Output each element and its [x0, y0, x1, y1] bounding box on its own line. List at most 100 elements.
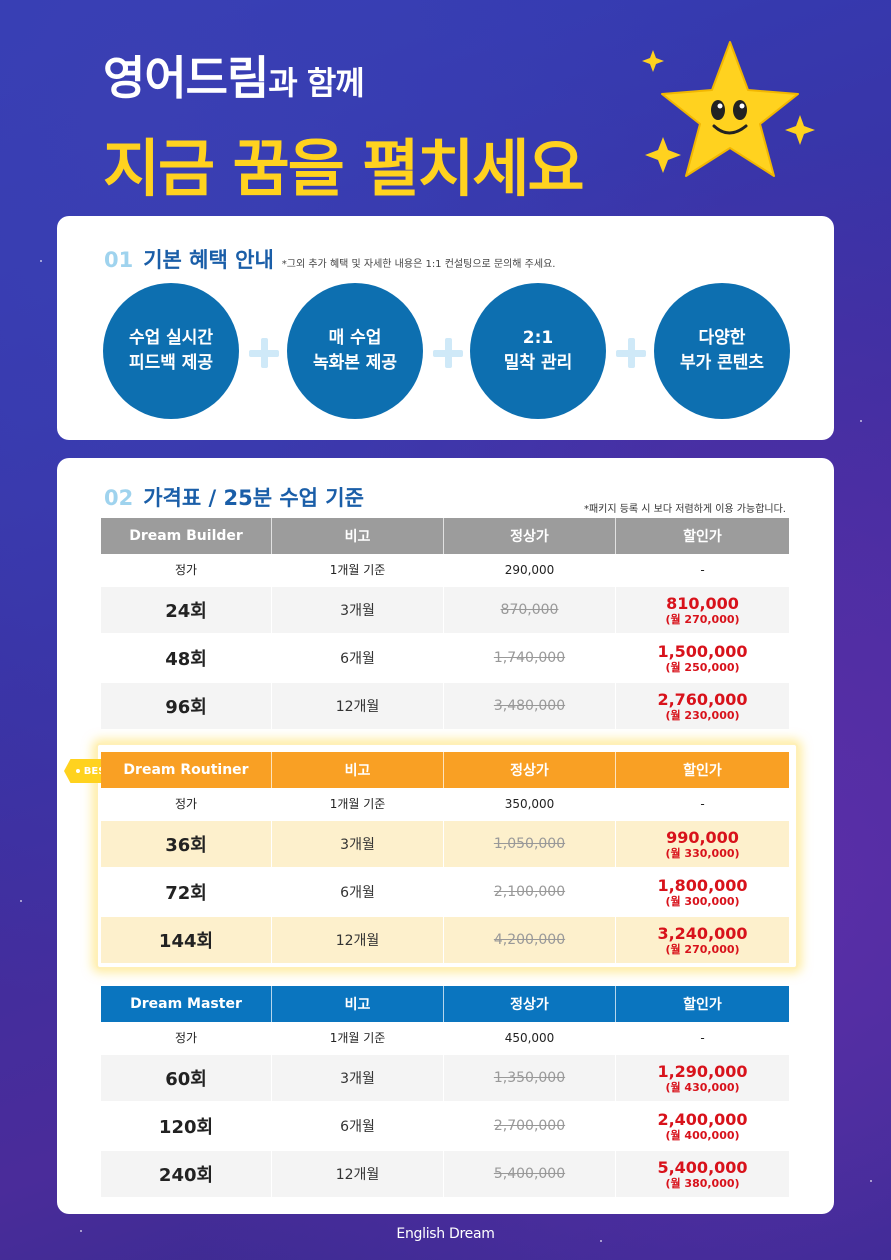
monthly-price: (월 300,000) [665, 894, 740, 908]
table-cell: 4,200,000 [444, 917, 616, 963]
table-cell: 240회 [101, 1151, 272, 1197]
table-cell: 5,400,000 (월 380,000) [616, 1151, 789, 1197]
column-header: 할인가 [683, 997, 722, 1013]
table-cell: 6개월 [272, 635, 444, 681]
column-header: 할인가 [683, 529, 722, 545]
background-star [860, 420, 862, 422]
duration: 6개월 [340, 651, 375, 667]
section-number: 01 [104, 248, 134, 272]
table-cell: 96회 [101, 683, 272, 729]
table-row: 120회 6개월 2,700,000 2,400,000 (월 400,000) [101, 1103, 789, 1149]
session-count: 96회 [165, 697, 207, 718]
session-count: 240회 [158, 1165, 214, 1186]
column-header: 비고 [272, 518, 444, 554]
session-count: 24회 [165, 601, 207, 622]
table-cell: 1개월 기준 [272, 1022, 444, 1053]
table-cell: 1,740,000 [444, 635, 616, 681]
table-header: Dream Routiner 비고 정상가 할인가 [101, 752, 789, 788]
original-price: 870,000 [500, 602, 559, 618]
table-cell: 990,000 (월 330,000) [616, 821, 789, 867]
table-cell: 6개월 [272, 1103, 444, 1149]
discount-price: 810,000 [666, 593, 739, 613]
table-cell: 120회 [101, 1103, 272, 1149]
hero-title-line2: 지금 꿈을 펼치세요 [103, 132, 584, 205]
benefit-circle: 다양한 부가 콘텐츠 [654, 283, 790, 419]
pricing-table: Dream Master 비고 정상가 할인가 정가 1개월 기준 450,000 - 60회 3… [101, 986, 789, 1197]
column-header: 할인가 [683, 763, 722, 779]
table-row: 60회 3개월 1,350,000 1,290,000 (월 430,000) [101, 1055, 789, 1101]
monthly-price: (월 430,000) [665, 1080, 740, 1094]
table-cell: 810,000 (월 270,000) [616, 587, 789, 633]
original-price: 5,400,000 [493, 1166, 566, 1182]
monthly-price: (월 380,000) [665, 1176, 740, 1190]
discount-price: 2,760,000 [657, 689, 748, 709]
original-price: 2,700,000 [493, 1118, 566, 1134]
monthly-price: (월 230,000) [665, 708, 740, 722]
benefit-line: 부가 콘텐츠 [679, 353, 765, 373]
table-row: 144회 12개월 4,200,000 3,240,000 (월 270,000) [101, 917, 789, 963]
table-cell: 정가 [101, 554, 272, 585]
discount-price: 3,240,000 [657, 923, 748, 943]
table-cell: 290,000 [444, 554, 616, 585]
table-cell: 5,400,000 [444, 1151, 616, 1197]
table-cell: 72회 [101, 869, 272, 915]
benefits-card: 01 기본 혜택 안내 *그외 추가 혜택 및 자세한 내용은 1:1 컨설팅으… [57, 216, 834, 440]
table-header: Dream Master 비고 정상가 할인가 [101, 986, 789, 1022]
table-cell: 870,000 [444, 587, 616, 633]
plus-icon [433, 338, 463, 368]
table-cell: 1,290,000 (월 430,000) [616, 1055, 789, 1101]
original-price: 1,050,000 [493, 836, 566, 852]
monthly-price: (월 270,000) [665, 612, 740, 626]
plus-icon [249, 338, 279, 368]
table-row: 96회 12개월 3,480,000 2,760,000 (월 230,000) [101, 683, 789, 729]
table-cell: 3개월 [272, 587, 444, 633]
table-cell: 정가 [101, 788, 272, 819]
benefit-circle: 매 수업 녹화본 제공 [287, 283, 423, 419]
benefit-circle: 2:1 밀착 관리 [470, 283, 606, 419]
duration: 6개월 [340, 885, 375, 901]
plan-name: Dream Master [101, 986, 272, 1022]
column-header: 비고 [272, 986, 444, 1022]
table-cell: 정가 [101, 1022, 272, 1053]
background-star [20, 900, 22, 902]
session-count: 144회 [158, 931, 214, 952]
hero-title-line1: 영어드림과 함께 [103, 42, 365, 108]
table-cell: - [700, 562, 705, 577]
section-note: *그외 추가 혜택 및 자세한 내용은 1:1 컨설팅으로 문의해 주세요. [281, 259, 556, 270]
table-header: Dream Builder 비고 정상가 할인가 [101, 518, 789, 554]
section-number: 02 [104, 486, 134, 510]
table-cell: 36회 [101, 821, 272, 867]
duration: 3개월 [340, 1071, 375, 1087]
table-cell: 1개월 기준 [272, 788, 444, 819]
discount-price: 1,800,000 [657, 875, 748, 895]
table-row: 36회 3개월 1,050,000 990,000 (월 330,000) [101, 821, 789, 867]
table-cell: 3개월 [272, 821, 444, 867]
background-star [870, 1180, 872, 1182]
benefit-circle: 수업 실시간 피드백 제공 [103, 283, 239, 419]
duration: 12개월 [335, 933, 380, 949]
table-row: 72회 6개월 2,100,000 1,800,000 (월 300,000) [101, 869, 789, 915]
session-count: 120회 [158, 1117, 214, 1138]
pricing-note: *패키지 등록 시 보다 저렴하게 이용 가능합니다. [583, 504, 786, 515]
column-header: 정상가 [444, 518, 616, 554]
table-cell: 48회 [101, 635, 272, 681]
column-header: 정상가 [444, 986, 616, 1022]
table-cell: 2,700,000 [444, 1103, 616, 1149]
duration: 6개월 [340, 1119, 375, 1135]
table-cell: - [700, 1030, 705, 1045]
table-row: 정가 1개월 기준 290,000 - [101, 554, 789, 585]
original-price: 1,740,000 [493, 650, 566, 666]
monthly-price: (월 270,000) [665, 942, 740, 956]
table-cell: 2,760,000 (월 230,000) [616, 683, 789, 729]
table-cell: 12개월 [272, 1151, 444, 1197]
duration: 12개월 [335, 1167, 380, 1183]
plus-icon [616, 338, 646, 368]
benefit-line: 매 수업 [328, 328, 382, 348]
discount-price: 5,400,000 [657, 1157, 748, 1177]
column-header: 정상가 [444, 752, 616, 788]
table-cell: 60회 [101, 1055, 272, 1101]
discount-price: 2,400,000 [657, 1109, 748, 1129]
star-mascot-icon [642, 41, 815, 177]
dot-icon [75, 769, 80, 773]
table-cell: 1,350,000 [444, 1055, 616, 1101]
